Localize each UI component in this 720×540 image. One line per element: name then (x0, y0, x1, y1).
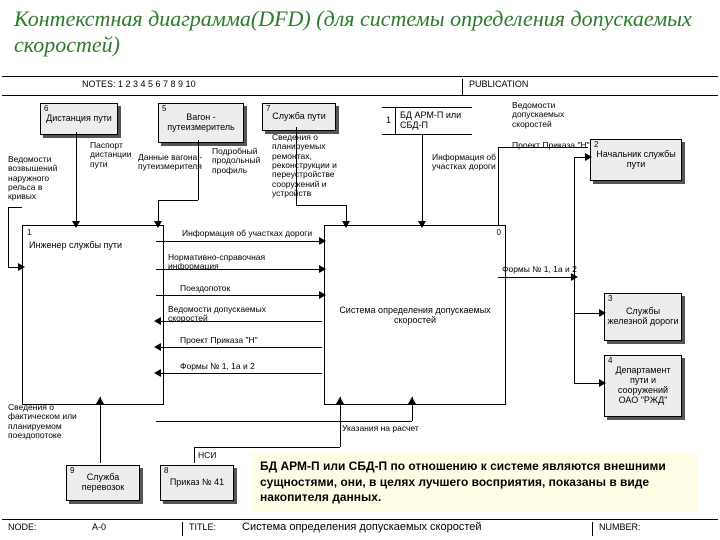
entity-num: 3 (608, 295, 612, 304)
flow-label: Указания на расчет (342, 424, 419, 433)
entity-num: 4 (608, 357, 612, 366)
flow-label: Сведения о планируемых ремонтах, реконст… (272, 133, 358, 198)
dfd-diagram: NOTES: 1 2 3 4 5 6 7 8 9 10 PUBLICATION … (2, 76, 718, 539)
process-label: Система определения допускаемых скоросте… (329, 305, 501, 326)
diagram-header: NOTES: 1 2 3 4 5 6 7 8 9 10 PUBLICATION (2, 77, 718, 95)
flow-label: НСИ (198, 451, 216, 460)
entity-wagon: 5 Вагон - путеизмеритель (158, 103, 244, 143)
flow-label: Информация об участках дороги (182, 229, 312, 238)
entity-num: 9 (70, 467, 74, 476)
flow-label: Проект Приказа "Н" (512, 141, 592, 150)
entity-service: 7 Служба пути (262, 103, 336, 131)
datastore-bd: 1 БД АРМ-П или СБД-П (382, 107, 472, 135)
entity-label: Служба пути (272, 112, 325, 122)
entity-num: 2 (594, 141, 598, 150)
footer-title: Система определения допускаемых скоросте… (242, 521, 482, 533)
entity-label: Вагон - путеизмеритель (161, 113, 241, 133)
footer-node-label: NODE: (8, 522, 37, 532)
entity-label: Департамент пути и сооружений ОАО "РЖД" (607, 366, 679, 406)
entity-num: 8 (164, 467, 168, 476)
process-num: 1 (27, 228, 31, 237)
process-label: Инженер службы пути (29, 240, 122, 250)
process-num: 0 (497, 228, 501, 237)
flow-label: Ведомости возвышений наружного рельса в … (8, 155, 64, 202)
footer-number-label: NUMBER: (592, 522, 641, 536)
flow-label: Подробный продольный профиль (212, 147, 268, 175)
entity-order41: 8 Приказ № 41 (160, 465, 234, 501)
entity-chief: 2 Начальник службы пути (590, 139, 682, 181)
datastore-num: 1 (386, 108, 396, 134)
entity-distance: 6 Дистанция пути (40, 103, 118, 135)
entity-label: Службы железной дороги (607, 307, 679, 327)
entity-label: Дистанция пути (46, 114, 112, 124)
entity-label: Служба перевозок (69, 473, 137, 493)
footer-node-value: A-0 (92, 522, 106, 532)
page-title: Контекстная диаграмма(DFD) (для системы … (0, 0, 720, 67)
flow-label: Паспорт дистанции пути (90, 141, 138, 169)
process-system: 0 Система определения допускаемых скорос… (324, 225, 506, 405)
publication-label: PUBLICATION (462, 79, 528, 95)
entity-transport-service: 9 Служба перевозок (66, 465, 140, 501)
footer-title-label: TITLE: (182, 522, 216, 536)
entity-num: 7 (266, 105, 270, 114)
datastore-label: БД АРМ-П или СБД-П (400, 111, 468, 131)
flow-label: Формы № 1, 1а и 2 (180, 362, 255, 371)
entity-department: 4 Департамент пути и сооружений ОАО "РЖД… (604, 355, 682, 417)
flow-label: Сведения о фактическом или планируемом п… (8, 403, 80, 440)
flow-label: Формы № 1, 1а и 2 (502, 265, 577, 274)
note-box: БД АРМ-П или СБД-П по отношению к систем… (252, 453, 698, 512)
flow-label: Ведомости допускаемых скоростей (168, 305, 278, 324)
flow-label: Проект Приказа "Н" (180, 336, 258, 345)
flow-label: Ведомости допускаемых скоростей (512, 101, 578, 129)
flow-label: Данные вагона - путеизмерителя (138, 153, 208, 172)
diagram-footer: NODE: A-0 TITLE: Система определения доп… (2, 519, 718, 538)
process-engineer: 1 Инженер службы пути (22, 225, 164, 405)
flow-label: Нормативно-справочная информация (168, 253, 278, 272)
entity-label: Приказ № 41 (170, 478, 224, 488)
note-text: БД АРМ-П или СБД-П по отношению к систем… (260, 459, 666, 504)
entity-num: 6 (44, 105, 48, 114)
notes-label: NOTES: 1 2 3 4 5 6 7 8 9 10 (82, 79, 196, 89)
flow-label: Поездопоток (180, 284, 230, 293)
entity-railway-services: 3 Службы железной дороги (604, 293, 682, 341)
entity-num: 5 (162, 105, 166, 114)
flow-label: Информация об участках дороги (432, 153, 498, 172)
entity-label: Начальник службы пути (593, 150, 679, 170)
